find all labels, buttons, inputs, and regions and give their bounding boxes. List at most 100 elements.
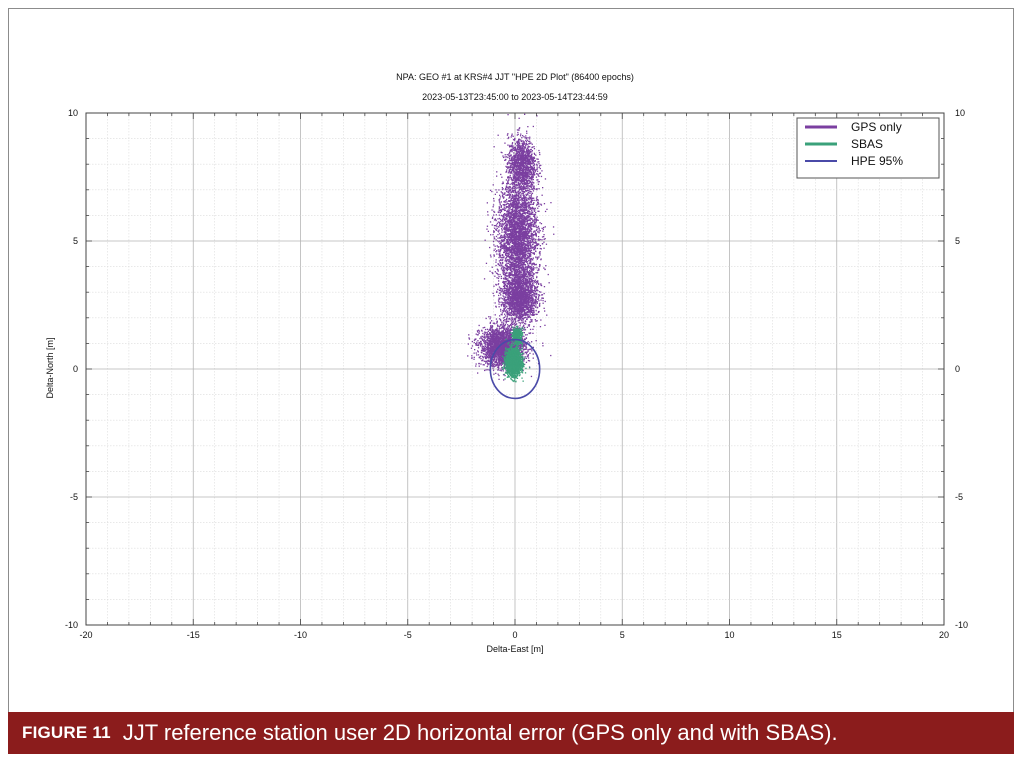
data-point (527, 216, 529, 219)
data-point (516, 205, 518, 207)
data-point (508, 253, 511, 255)
data-point (522, 225, 524, 228)
data-point (512, 249, 514, 251)
data-point (533, 209, 535, 211)
data-point (526, 153, 529, 155)
data-point (514, 259, 517, 262)
data-point (529, 208, 531, 210)
data-point (513, 252, 515, 254)
data-point (527, 153, 529, 155)
data-point (519, 175, 521, 177)
data-point (533, 264, 536, 266)
data-point (526, 216, 528, 218)
data-point (503, 231, 505, 233)
data-point (518, 214, 520, 216)
data-point (526, 139, 529, 141)
data-point (507, 167, 509, 170)
data-point (534, 160, 536, 162)
data-point (522, 175, 524, 178)
data-point (536, 244, 539, 247)
data-point (522, 193, 524, 195)
data-point (517, 161, 519, 163)
data-point (509, 185, 511, 188)
data-point (522, 262, 524, 264)
data-point (523, 243, 525, 245)
data-point (517, 278, 519, 280)
data-point (504, 260, 506, 262)
data-point (534, 242, 536, 244)
data-point (515, 230, 517, 232)
data-point (517, 258, 519, 260)
data-point (524, 237, 527, 239)
data-point (528, 247, 530, 249)
data-point (503, 234, 506, 236)
data-point (508, 179, 510, 181)
data-point (535, 199, 537, 202)
data-point (527, 350, 529, 352)
data-point (523, 180, 526, 182)
data-point (517, 204, 519, 206)
data-point (525, 162, 527, 164)
data-point (517, 133, 519, 136)
data-point (530, 273, 532, 275)
data-point (516, 251, 518, 253)
data-point (522, 269, 524, 271)
data-point (506, 183, 508, 185)
data-point (506, 263, 508, 265)
data-point (521, 221, 524, 223)
data-point (524, 178, 526, 181)
data-point (520, 161, 522, 163)
data-point (525, 351, 527, 353)
data-point (529, 156, 531, 158)
data-point (539, 245, 541, 247)
data-point (535, 304, 537, 306)
data-point (532, 266, 534, 268)
data-point (539, 167, 541, 170)
data-point (520, 165, 522, 167)
data-point (523, 142, 525, 144)
data-point (510, 203, 512, 206)
data-point (526, 130, 528, 132)
data-point (517, 261, 520, 264)
data-point (510, 269, 512, 271)
data-point (504, 209, 507, 211)
data-point (507, 220, 509, 222)
data-point (510, 262, 512, 264)
data-point (531, 175, 533, 178)
data-point (510, 223, 512, 225)
data-point (527, 169, 529, 171)
data-point (511, 202, 514, 204)
data-point (525, 154, 527, 157)
data-point (506, 271, 508, 273)
data-point (501, 225, 503, 227)
data-point (514, 231, 516, 234)
data-point (500, 234, 502, 236)
data-point (514, 218, 516, 220)
data-point (528, 255, 530, 258)
data-point (528, 250, 530, 252)
data-point (537, 257, 539, 259)
data-point (509, 193, 512, 196)
data-point (510, 234, 513, 236)
data-point (540, 248, 542, 250)
data-point (515, 238, 517, 240)
data-point (506, 169, 508, 171)
data-point (509, 189, 511, 191)
data-point (534, 230, 536, 232)
data-point (505, 171, 508, 173)
data-point (505, 224, 508, 226)
data-point (518, 153, 520, 155)
data-point (507, 144, 509, 146)
data-point (543, 247, 545, 249)
data-point (511, 246, 513, 248)
data-point (522, 234, 525, 237)
data-point (516, 200, 518, 202)
data-point (513, 301, 515, 303)
data-point (507, 243, 509, 245)
data-point (518, 213, 520, 215)
data-point (498, 253, 500, 255)
data-point (518, 158, 520, 160)
data-point (539, 264, 541, 266)
data-point (519, 258, 521, 260)
data-point (508, 157, 511, 159)
